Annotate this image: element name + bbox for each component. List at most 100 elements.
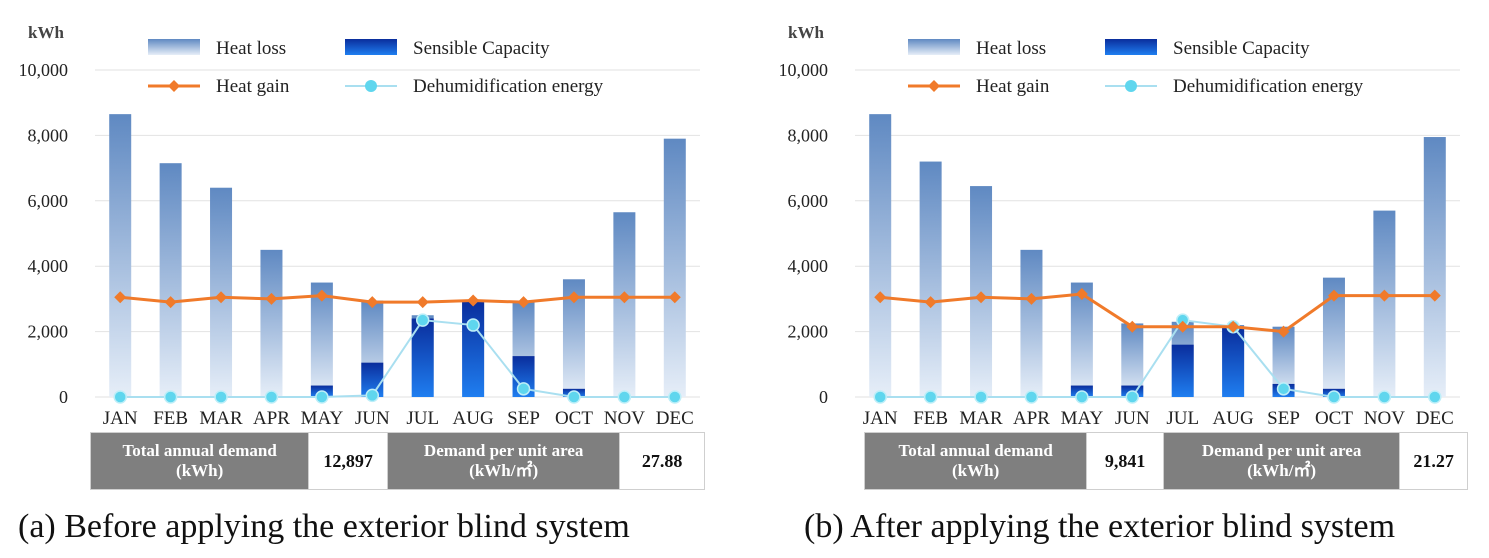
y-tick-label: 10,000 [779, 60, 829, 80]
dehumidification-point [415, 313, 430, 327]
x-tick-label: OCT [555, 408, 593, 429]
y-tick-label: 6,000 [28, 191, 69, 211]
x-tick-label: JUN [1115, 408, 1150, 429]
x-tick-label: MAY [1061, 408, 1104, 429]
legend-marker-dehumidification [365, 80, 377, 92]
x-tick-label: FEB [153, 408, 188, 429]
heat-gain-line [120, 294, 675, 304]
heat-gain-point [315, 289, 328, 302]
dehumidification-point [1024, 390, 1039, 404]
heat-gain-point [1378, 289, 1391, 302]
chart-b-svg: kWh 10,000 8,000 6,000 4,000 2,000 0 JAN FEB MAR A… [779, 23, 1460, 429]
y-axis-unit: kWh [788, 23, 824, 42]
chart-a-svg: kWh 10,000 8,000 6,000 4,000 2,000 0 JAN FEB MAR A… [19, 23, 700, 429]
legend-label: Dehumidification energy [413, 76, 604, 97]
heat-gain-point [215, 291, 228, 304]
dehumidification-point [365, 388, 380, 403]
legend-label: Heat gain [216, 76, 290, 97]
caption-b: (b) After applying the exterior blind sy… [804, 508, 1396, 545]
heat-gain-point [1075, 287, 1088, 300]
dehumidification-point [1075, 390, 1089, 404]
heat-gain-point [164, 296, 177, 309]
total-demand-unit: (kWh) [952, 461, 1000, 480]
y-tick-label: 8,000 [28, 125, 69, 145]
legend-label: Heat gain [976, 76, 1050, 97]
y-tick-label: 6,000 [788, 191, 829, 211]
heat-loss-bar [1020, 249, 1043, 397]
heat-loss-bar [1121, 323, 1144, 397]
heat-loss-bar [869, 114, 892, 398]
dehumidification-line [120, 319, 675, 398]
unit-demand-header: Demand per unit area (kWh/㎡) [388, 433, 620, 489]
heat-gain-point [366, 296, 379, 309]
legend-label: Heat loss [216, 38, 286, 59]
x-tick-label: FEB [913, 408, 948, 429]
dehumidification-line [880, 319, 1435, 398]
legend-label: Sensible Capacity [413, 38, 550, 59]
x-tick-label: JAN [103, 408, 138, 429]
total-demand-value: 9,841 [1086, 433, 1164, 489]
heat-gain-point [416, 296, 429, 309]
legend-swatch-heat-loss [148, 39, 200, 55]
heat-gain-point [924, 296, 937, 309]
heat-loss-bar [613, 212, 636, 397]
x-tick-label: JUL [1166, 408, 1199, 429]
y-tick-label: 2,000 [28, 322, 69, 342]
x-tick-label: MAR [199, 408, 243, 429]
heat-gain-point [517, 296, 530, 309]
legend-label: Dehumidification energy [1173, 76, 1364, 97]
heat-loss-bar [109, 114, 132, 398]
sensible-capacity-bar [411, 318, 434, 397]
x-tick-label: AUG [453, 408, 494, 429]
x-tick-label: APR [1013, 408, 1050, 429]
dehumidification-point [1428, 390, 1442, 404]
dehumidification-point [315, 390, 329, 404]
sensible-capacity-bar [462, 300, 485, 397]
x-tick-label: JUL [406, 408, 439, 429]
legend-label: Heat loss [976, 38, 1046, 59]
heat-gain-point [467, 294, 480, 307]
legend-swatch-sensible-capacity [345, 39, 397, 55]
heat-gain-point [114, 291, 127, 304]
heat-loss-bar [1423, 137, 1446, 397]
y-tick-label: 4,000 [788, 256, 829, 276]
dehumidification-point [466, 318, 480, 332]
heat-loss-bar [1070, 282, 1093, 397]
dehumidification-point [617, 390, 632, 404]
legend-label: Sensible Capacity [1173, 38, 1310, 59]
heat-loss-bar [159, 163, 182, 397]
legend-marker-heat-gain [168, 80, 180, 92]
y-axis-unit: kWh [28, 23, 64, 42]
unit-demand-unit: (kWh/㎡) [469, 461, 539, 480]
dehumidification-point [1125, 390, 1140, 404]
x-tick-label: SEP [1267, 408, 1300, 429]
x-tick-label: JUN [355, 408, 390, 429]
caption-a: (a) Before applying the exterior blind s… [18, 508, 630, 545]
heat-gain-point [618, 291, 631, 304]
total-demand-label: Total annual demand [898, 441, 1053, 460]
sensible-capacity-bar [1171, 344, 1194, 397]
x-tick-label: NOV [604, 408, 645, 429]
x-tick-label: NOV [1364, 408, 1405, 429]
unit-demand-header: Demand per unit area (kWh/㎡) [1164, 433, 1400, 489]
y-tick-label: 8,000 [788, 125, 829, 145]
heat-gain-point [668, 291, 681, 304]
dehumidification-point [1327, 390, 1341, 404]
y-tick-label: 4,000 [28, 256, 69, 276]
total-demand-label: Total annual demand [122, 441, 277, 460]
unit-demand-value: 27.88 [619, 433, 704, 489]
dehumidification-point [567, 390, 581, 404]
total-demand-value: 12,897 [308, 433, 389, 489]
x-tick-label: OCT [1315, 408, 1353, 429]
dehumidification-point [873, 390, 887, 404]
x-tick-label: MAR [959, 408, 1003, 429]
legend-marker-dehumidification [1125, 80, 1137, 92]
heat-gain-point [1277, 325, 1290, 338]
x-tick-label: JAN [863, 408, 898, 429]
heat-gain-point [567, 291, 580, 304]
heat-loss-bar [1272, 326, 1295, 397]
x-tick-label: AUG [1213, 408, 1254, 429]
dehumidification-point [1276, 382, 1291, 396]
x-tick-label: SEP [507, 408, 540, 429]
unit-demand-value: 21.27 [1399, 433, 1467, 489]
